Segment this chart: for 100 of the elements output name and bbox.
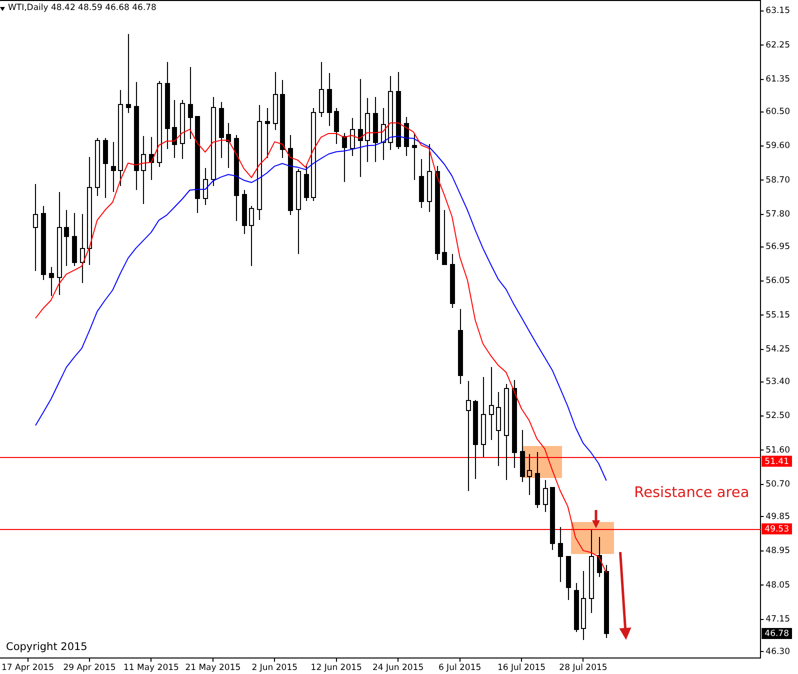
candlestick [180, 100, 185, 160]
ref-line-label: 49.53 [764, 524, 790, 535]
candlestick [242, 190, 247, 234]
candlestick [280, 80, 285, 158]
text: 46.78 [764, 629, 790, 640]
y-tick-label: 62.25 [766, 40, 790, 50]
candlestick [72, 212, 77, 266]
candlestick [103, 138, 108, 198]
candlestick [358, 78, 363, 178]
ref-line-label: 51.41 [764, 456, 790, 467]
candlestick [172, 100, 177, 158]
x-tick-label: 2 Jun 2015 [252, 663, 298, 674]
candlestick [373, 96, 378, 162]
y-tick-label: 52.50 [766, 411, 790, 422]
y-tick-label: 49.85 [766, 512, 790, 522]
candlestick [87, 156, 92, 266]
x-tick-label: 24 Jun 2015 [372, 663, 424, 674]
candlestick [381, 108, 386, 160]
candlestick [473, 400, 478, 480]
candlestick [543, 480, 548, 512]
candlestick [188, 66, 193, 140]
x-tick-label: 29 Apr 2015 [63, 663, 116, 674]
candlestick [111, 142, 116, 192]
candlestick [466, 380, 471, 492]
y-tick-label: 53.40 [766, 376, 790, 387]
x-tick-label: 16 Jul 2015 [497, 663, 546, 674]
candlestick [319, 62, 324, 118]
candlestick [296, 168, 301, 254]
candlestick [574, 582, 579, 632]
candlestick [234, 134, 239, 222]
candlestick [273, 72, 278, 130]
candlestick [597, 536, 602, 578]
y-tick-label: 54.25 [766, 344, 790, 355]
x-tick-label: 6 Jul 2015 [438, 663, 482, 674]
y-tick-label: 56.05 [766, 276, 790, 286]
y-tick-label: 60.50 [766, 106, 790, 117]
candlestick [504, 384, 509, 480]
candlestick [118, 90, 123, 186]
y-tick-label: 63.15 [766, 6, 790, 16]
x-tick-label: 21 May 2015 [185, 663, 241, 674]
x-tick-label: 28 Jul 2015 [559, 663, 608, 674]
candlestick [95, 138, 100, 196]
candlestick [458, 308, 463, 384]
candlestick [334, 108, 339, 144]
candlestick [535, 452, 540, 508]
candlestick [304, 166, 309, 202]
candlestick [489, 366, 494, 440]
candlestick [327, 72, 332, 126]
candlestick [481, 376, 486, 458]
candlestick [435, 166, 440, 260]
candlestick [581, 570, 586, 640]
candlestick [195, 116, 200, 214]
candlestick [342, 132, 347, 182]
y-tick-label: 55.15 [766, 310, 790, 320]
candlestick [589, 530, 594, 614]
candlestick [134, 82, 139, 190]
candlestick [49, 266, 54, 296]
candlestick [396, 72, 401, 150]
candlestick [64, 210, 69, 266]
candlestick [566, 556, 571, 600]
y-tick-label: 56.95 [766, 242, 790, 252]
y-tick-label: 61.35 [766, 74, 790, 85]
candlestick [604, 564, 609, 638]
candlestick [558, 526, 563, 582]
candlestick [41, 206, 46, 280]
candlestick [512, 380, 517, 468]
y-tick-label: 46.30 [766, 646, 790, 657]
candlestick [141, 136, 146, 204]
y-tick-label: 57.80 [766, 210, 790, 220]
candlestick [257, 104, 262, 220]
candlestick [33, 184, 38, 272]
candlestick [203, 168, 208, 206]
x-tick-label: 17 Apr 2015 [1, 663, 54, 674]
annotation: Copyright 2015 [6, 640, 88, 654]
y-tick-label: 59.60 [766, 141, 790, 152]
y-tick-label: 58.70 [766, 175, 790, 186]
y-tick-label: 48.05 [766, 580, 790, 590]
candlestick [365, 98, 370, 162]
candlestick [450, 254, 455, 308]
candlestick [288, 134, 293, 216]
x-tick-label: 11 May 2015 [123, 663, 179, 674]
candlestick [219, 102, 224, 158]
candlestick [265, 108, 270, 158]
candlestick [126, 34, 131, 114]
candlestick [419, 158, 424, 208]
candlestick [57, 192, 62, 296]
x-tick-label: 12 Jun 2015 [310, 663, 362, 674]
chart-title: WTI,Daily 48.42 48.59 46.68 46.78 [8, 3, 156, 14]
y-tick-label: 48.95 [766, 546, 790, 556]
candlestick [350, 118, 355, 156]
candlestick [412, 134, 417, 180]
candlestick [249, 206, 254, 266]
candlestick [520, 430, 525, 482]
candlestick [427, 144, 432, 212]
candlestick [442, 210, 447, 265]
text: Resistance area [634, 484, 750, 502]
candlestick [496, 392, 501, 466]
y-tick-label: 50.70 [766, 480, 790, 490]
candlestick [527, 454, 532, 496]
candlestick [388, 76, 393, 150]
